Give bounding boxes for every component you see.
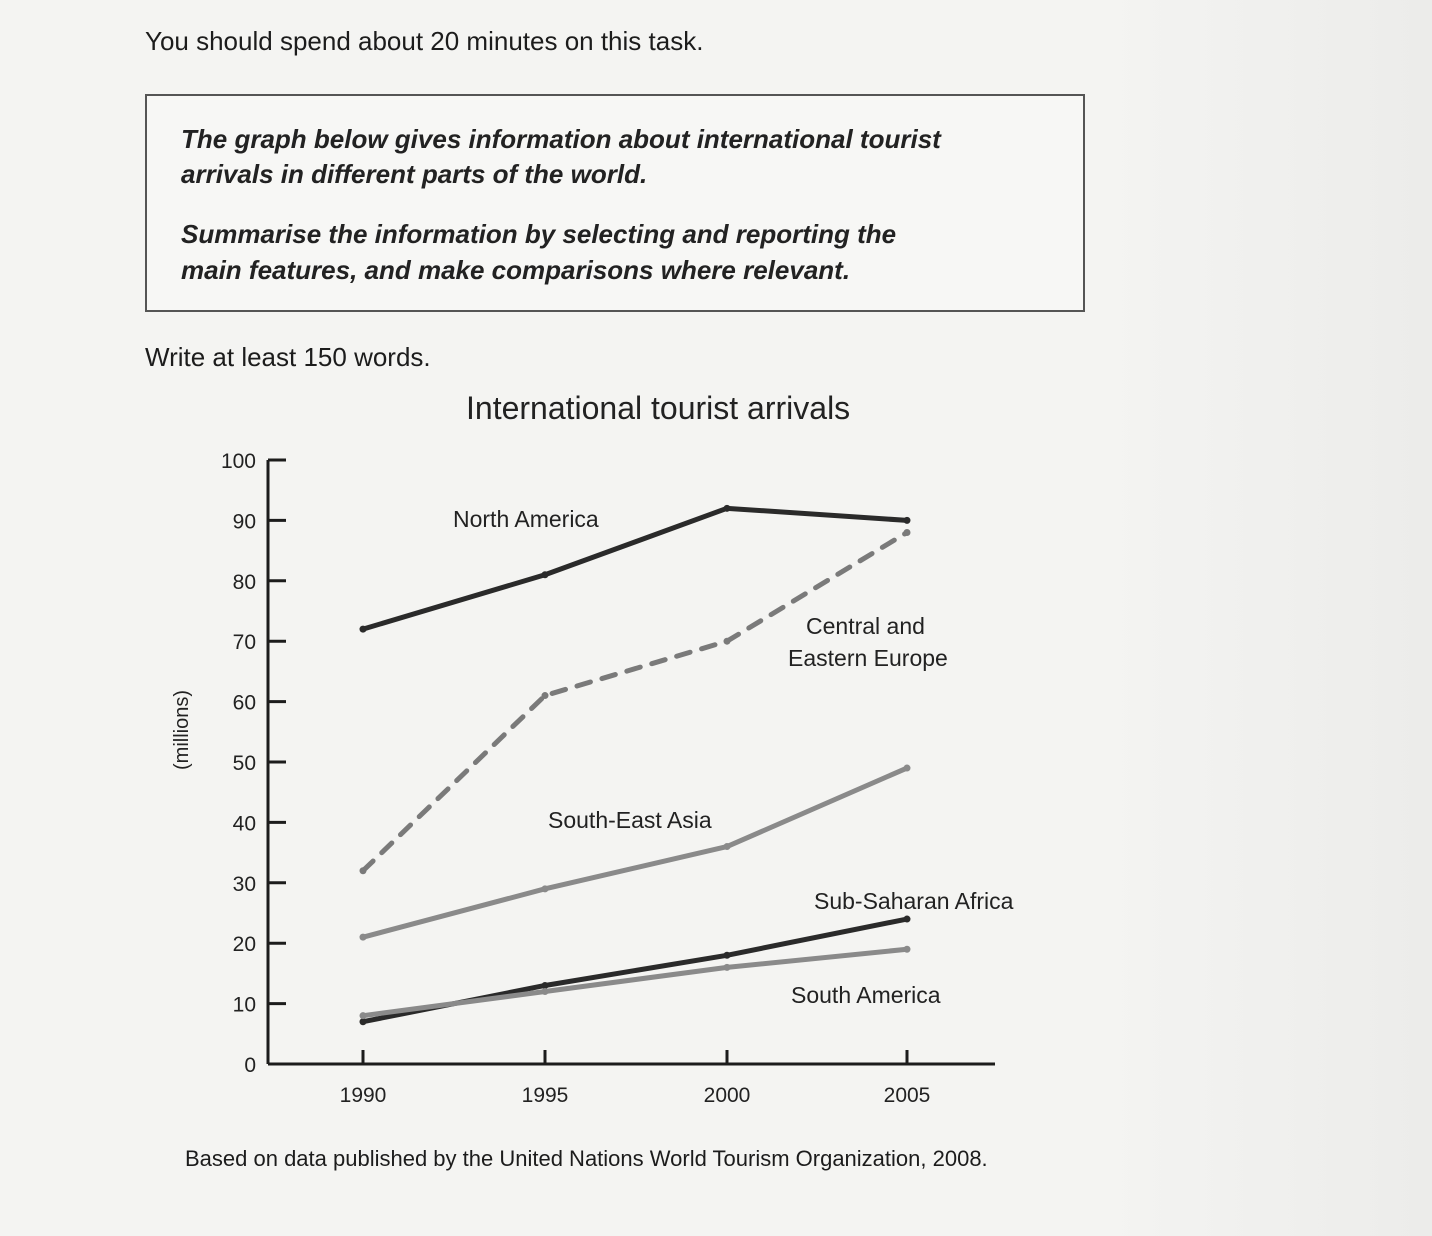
chart-title: International tourist arrivals	[466, 390, 851, 426]
data-point	[903, 915, 911, 923]
y-tick-label: 90	[233, 510, 256, 533]
task-box: The graph below gives information about …	[145, 94, 1085, 312]
source-note: Based on data published by the United Na…	[185, 1146, 988, 1171]
data-point	[903, 516, 911, 524]
x-tick-label: 2000	[704, 1084, 751, 1107]
data-point	[903, 764, 911, 772]
series-line-4	[360, 946, 910, 1019]
data-point	[541, 571, 549, 579]
data-point	[903, 528, 911, 536]
x-tick-label: 2005	[884, 1084, 931, 1107]
chart-axes: 0 10 20 30 40 50 60 70 80 90 100 1990 1995 2000 2005 (m…	[171, 450, 995, 1107]
data-point	[723, 951, 731, 959]
data-point	[359, 867, 367, 875]
y-tick-label: 40	[233, 812, 256, 835]
data-point	[723, 963, 731, 971]
series-label: Sub-Saharan Africa	[814, 888, 1014, 914]
chart-series-labels: North America Central and Eastern Europe So…	[453, 506, 1014, 1008]
data-point	[723, 843, 731, 851]
series-label: Eastern Europe	[788, 645, 948, 671]
task-line-1: The graph below gives information about …	[181, 124, 941, 154]
y-tick-label: 80	[233, 571, 256, 594]
series-line-1	[360, 529, 910, 874]
y-tick-label: 70	[233, 631, 256, 654]
data-point	[723, 504, 731, 512]
y-tick-label: 0	[244, 1054, 256, 1077]
word-count-instruction: Write at least 150 words.	[145, 342, 431, 372]
y-tick-label: 10	[233, 994, 256, 1017]
data-point	[541, 981, 549, 989]
y-tick-label: 100	[221, 450, 256, 473]
series-label: South America	[791, 982, 941, 1008]
data-point	[359, 933, 367, 941]
data-point	[541, 692, 549, 700]
background-page-edge	[1100, 0, 1432, 1236]
y-axis-label: (millions)	[171, 690, 193, 770]
data-point	[903, 945, 911, 953]
y-tick-label: 50	[233, 752, 256, 775]
y-tick-label: 60	[233, 692, 256, 715]
x-tick-label: 1990	[340, 1084, 387, 1107]
data-point	[541, 885, 549, 893]
y-tick-label: 20	[233, 933, 256, 956]
series-label: South-East Asia	[548, 807, 712, 833]
series-line-0	[360, 505, 910, 632]
chart-series	[359, 504, 911, 1026]
data-point	[541, 988, 549, 996]
series-line-2	[360, 765, 910, 940]
series-label: North America	[453, 506, 599, 532]
data-point	[359, 1012, 367, 1020]
task-line-2: arrivals in different parts of the world…	[181, 159, 648, 189]
data-point	[723, 637, 731, 645]
series-label: Central and	[806, 613, 925, 639]
data-point	[359, 625, 367, 633]
data-point	[359, 1018, 367, 1026]
task-line-3: Summarise the information by selecting a…	[181, 219, 897, 249]
task-intro: You should spend about 20 minutes on thi…	[145, 26, 704, 56]
task-line-4: main features, and make comparisons wher…	[181, 255, 851, 285]
x-tick-label: 1995	[522, 1084, 569, 1107]
y-tick-label: 30	[233, 873, 256, 896]
